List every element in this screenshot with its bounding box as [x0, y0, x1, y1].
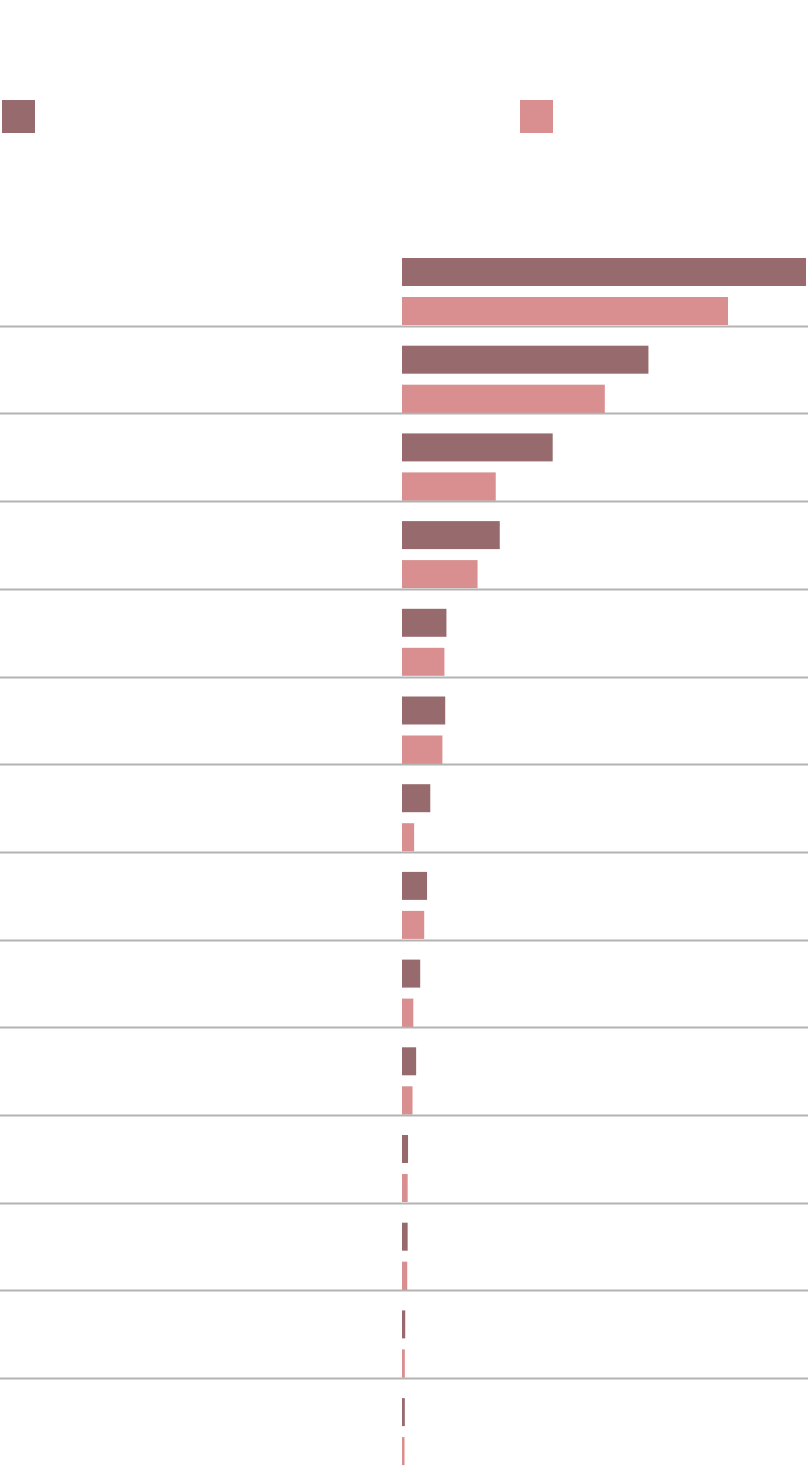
- bar-series-2: [402, 647, 445, 676]
- bar-series-1: [402, 871, 428, 900]
- bar-series-2: [402, 1437, 405, 1466]
- bar-series-2: [402, 998, 414, 1027]
- bar-series-1: [402, 1135, 409, 1163]
- bar-series-2: [402, 910, 425, 939]
- bar-series-1: [402, 433, 553, 462]
- bar-series-2: [402, 472, 496, 501]
- bar-series-2: [402, 1261, 408, 1290]
- bar-series-1: [402, 345, 649, 374]
- bar-series-2: [402, 560, 478, 589]
- bar-series-2: [402, 1349, 405, 1378]
- bar-series-1: [402, 959, 421, 988]
- bar-series-1: [402, 258, 806, 286]
- legend-swatch-series-2: [520, 100, 553, 133]
- bar-series-2: [402, 735, 443, 764]
- bar-series-1: [402, 696, 446, 725]
- legend: [0, 0, 808, 140]
- bar-series-2: [402, 823, 415, 852]
- bar-series-1: [402, 1222, 408, 1251]
- bar-series-1: [402, 521, 500, 550]
- legend-swatch-series-1: [2, 100, 35, 133]
- row-separators: [0, 325, 808, 1380]
- bar-series-1: [402, 1310, 406, 1339]
- bar-series-1: [402, 1398, 405, 1427]
- bar-series-1: [402, 608, 447, 637]
- bar-series-2: [402, 297, 729, 325]
- bar-series-2: [402, 384, 605, 413]
- bars: [402, 258, 806, 1466]
- bar-series-2: [402, 1174, 408, 1202]
- bar-series-1: [402, 1047, 417, 1076]
- bar-series-1: [402, 784, 431, 813]
- bar-series-2: [402, 1086, 413, 1115]
